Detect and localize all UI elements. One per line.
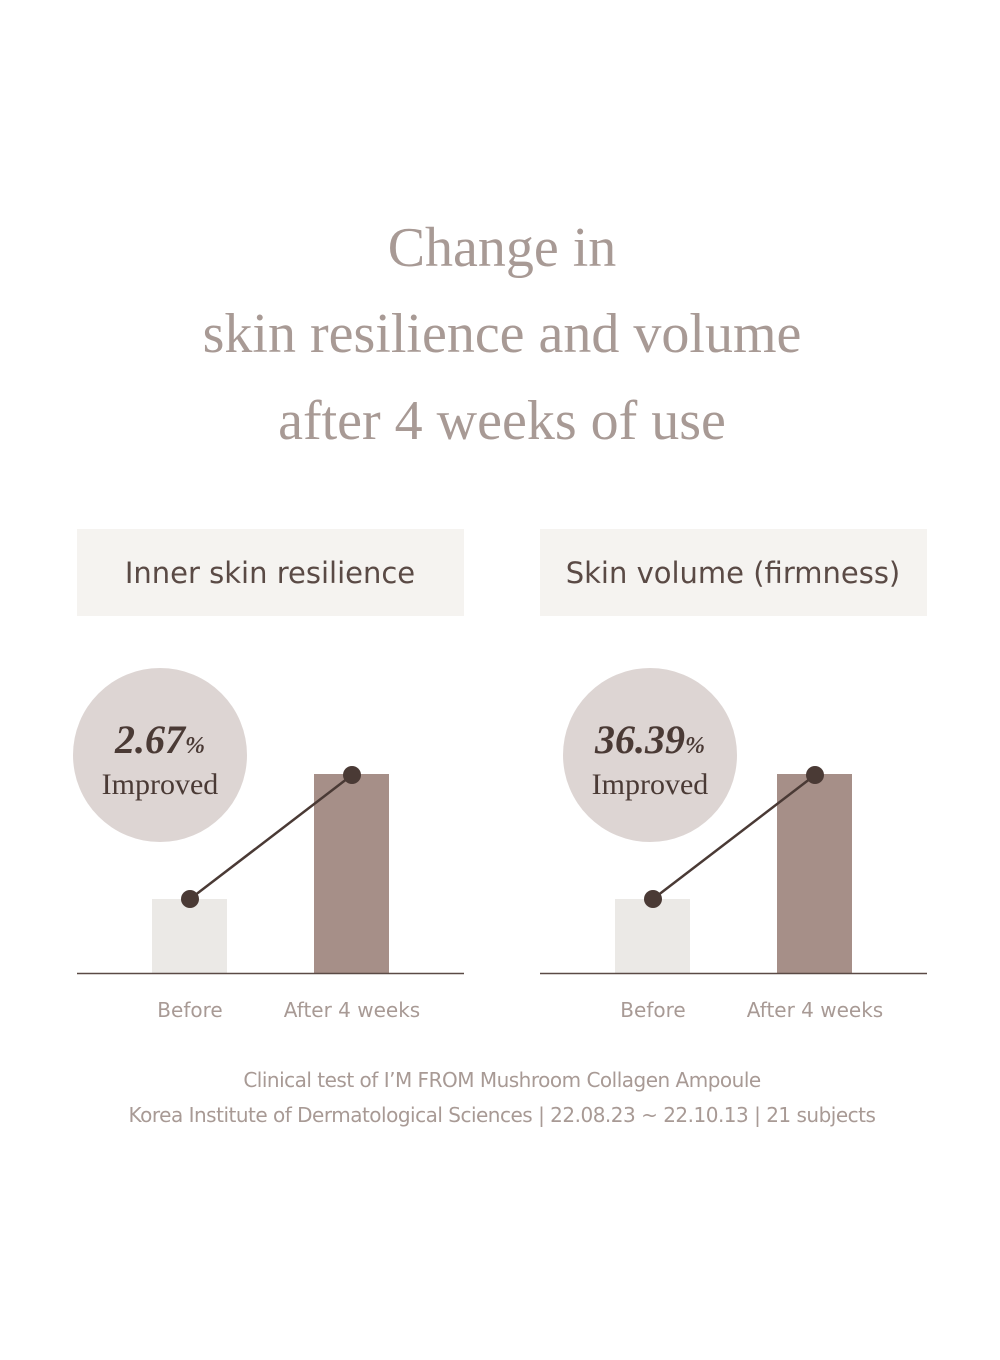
trend-line — [189, 774, 353, 900]
title-line: Change in — [388, 217, 617, 279]
dot — [806, 766, 824, 784]
footer-line: Clinical test of I’M FROM Mushroom Colla… — [243, 1068, 761, 1092]
panel-label: Inner skin resilience — [125, 556, 415, 590]
x-label: After 4 weeks — [747, 998, 883, 1022]
panel-header — [77, 529, 464, 616]
x-label: Before — [157, 998, 222, 1022]
title-line: skin resilience and volume — [203, 303, 802, 365]
badge — [73, 668, 247, 842]
bar-before — [615, 899, 690, 973]
x-label: After 4 weeks — [284, 998, 420, 1022]
badge — [563, 668, 737, 842]
footer-line: Korea Institute of Dermatological Scienc… — [129, 1103, 876, 1127]
dot — [181, 890, 199, 908]
dot — [644, 890, 662, 908]
panel-header — [540, 529, 927, 616]
unit: % — [685, 733, 705, 759]
unit: % — [185, 733, 205, 759]
trend-line — [652, 774, 816, 900]
bar-before — [152, 899, 227, 973]
x-label: Before — [620, 998, 685, 1022]
value: 36.39 — [594, 717, 685, 762]
dot — [343, 766, 361, 784]
bar-after — [777, 774, 852, 973]
value: 2.67 — [114, 717, 187, 762]
improvement-text: Improved — [592, 768, 709, 801]
bar-after — [314, 774, 389, 973]
improvement-value: 36.39% — [594, 717, 705, 762]
panels: Inner skin resilience 2.67% Improved Before… — [73, 529, 927, 1022]
improvement-text: Improved — [102, 768, 219, 801]
title-line: after 4 weeks of use — [278, 390, 726, 452]
improvement-value: 2.67% — [114, 717, 205, 762]
panel-label: Skin volume (firmness) — [566, 556, 901, 590]
